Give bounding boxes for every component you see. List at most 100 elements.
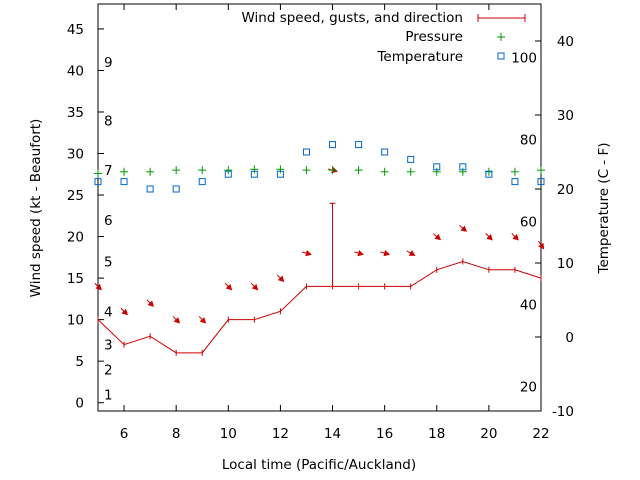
- y-tick-label: 20: [67, 230, 84, 246]
- beaufort-label: 8: [104, 113, 113, 129]
- beaufort-label: 9: [104, 55, 113, 71]
- beaufort-label: 7: [104, 163, 113, 179]
- wind-direction-head: [95, 283, 102, 291]
- x-tick-label: 20: [480, 426, 497, 442]
- y-axis-label-right: Temperature (C - F): [596, 143, 612, 275]
- beaufort-label: 2: [104, 362, 113, 378]
- temperature-point: [355, 141, 363, 149]
- x-tick-label: 22: [532, 426, 549, 442]
- temperature-point: [433, 163, 441, 171]
- pressure-point: [354, 166, 363, 175]
- y-tick-label: 40: [67, 63, 84, 79]
- pressure-point: [198, 166, 207, 175]
- pressure-point: [537, 166, 545, 175]
- wind-direction-arrow: [250, 282, 259, 291]
- y-tick-label: 35: [67, 105, 84, 121]
- wind-direction-arrow: [120, 307, 128, 316]
- wind-direction-arrow: [485, 233, 493, 241]
- wind-direction-arrow: [406, 250, 416, 256]
- wind-direction-head: [460, 225, 468, 232]
- wind-speed-line: [97, 260, 542, 354]
- wind-direction-head: [512, 234, 519, 241]
- wind-direction-arrow: [432, 233, 442, 241]
- marks: [94, 141, 545, 356]
- temperature-point: [329, 141, 337, 149]
- wind-direction-arrow: [354, 249, 364, 257]
- wind-direction-arrow: [301, 249, 312, 257]
- pressure-point: [510, 167, 519, 176]
- temperature-point: [485, 170, 493, 178]
- temperature-point: [276, 170, 284, 178]
- fahrenheit-label: 60: [520, 215, 537, 231]
- pressure-point: [276, 165, 285, 174]
- temp-tick-label: 30: [557, 108, 574, 124]
- x-tick-label: 8: [172, 426, 181, 442]
- y-tick-label: 15: [67, 271, 84, 287]
- y-tick-label: 45: [67, 22, 84, 38]
- legend-label-wind: Wind speed, gusts, and direction: [241, 10, 463, 26]
- pressure-point: [250, 165, 259, 174]
- wind-direction-head: [173, 317, 181, 324]
- wind-direction-head: [121, 308, 128, 316]
- y-tick-label: 10: [67, 313, 84, 329]
- pressure-point: [94, 169, 102, 178]
- temp-tick-label: 10: [557, 256, 574, 272]
- y-tick-label: 25: [67, 188, 84, 204]
- temp-tick-label: -10: [552, 404, 574, 420]
- wind-direction-head: [486, 234, 493, 241]
- pressure-point: [406, 167, 415, 176]
- pressure-point: [146, 167, 155, 176]
- y-tick-label: 0: [75, 396, 84, 412]
- legend: Wind speed, gusts, and direction Pressur…: [241, 10, 526, 65]
- wind-direction-head: [408, 250, 416, 256]
- wind-direction-arrow: [276, 274, 285, 283]
- wind-direction-arrow: [380, 249, 391, 257]
- x-tick-label: 18: [428, 426, 445, 442]
- wind-direction-head: [199, 317, 207, 324]
- pressure-point: [302, 166, 311, 175]
- beaufort-label: 1: [104, 387, 113, 403]
- wind-direction-arrow: [146, 299, 155, 307]
- pressure-point: [120, 167, 129, 176]
- x-tick-label: 6: [120, 426, 129, 442]
- beaufort-label: 3: [104, 338, 113, 354]
- wind-direction-arrow: [459, 224, 468, 232]
- wind-direction-arrow: [538, 240, 545, 250]
- wind-direction-arrow: [198, 316, 207, 324]
- temp-tick-label: 0: [565, 330, 574, 346]
- x-axis-label: Local time (Pacific/Auckland): [222, 457, 416, 473]
- temperature-point: [302, 148, 310, 156]
- wind-direction-head: [383, 249, 391, 257]
- pressure-point: [172, 166, 181, 175]
- temperature-point: [120, 178, 128, 186]
- wind-direction-head: [357, 249, 364, 257]
- wind-direction-arrow: [172, 316, 181, 324]
- pressure-point: [328, 166, 337, 175]
- x-tick-label: 14: [324, 426, 341, 442]
- beaufort-label: 4: [104, 304, 113, 320]
- beaufort-label: 5: [104, 254, 113, 270]
- temperature-point: [172, 185, 180, 193]
- y-axis-label-left: Wind speed (kt - Beaufort): [28, 119, 44, 298]
- temperature-point: [459, 163, 467, 171]
- wind-direction-head: [434, 233, 442, 241]
- fahrenheit-label: 100: [511, 50, 537, 66]
- y-tick-label: 30: [67, 147, 84, 163]
- temperature-point: [198, 178, 206, 186]
- temp-tick-label: 40: [557, 34, 574, 50]
- pressure-point: [458, 167, 467, 176]
- y-tick-label: 5: [75, 354, 84, 370]
- temperature-point: [146, 185, 154, 193]
- x-tick-label: 10: [220, 426, 237, 442]
- wind-direction-arrow: [224, 282, 233, 291]
- axes: 6 8 10 12 14 16 18 20 22051015202530354045-10010…: [67, 4, 574, 442]
- legend-pressure-marker: [497, 33, 505, 41]
- legend-temperature-marker: [497, 52, 505, 60]
- fahrenheit-label: 20: [520, 380, 537, 396]
- beaufort-label: 6: [104, 213, 113, 229]
- pressure-point: [432, 167, 441, 176]
- temperature-point: [407, 155, 415, 163]
- wind-direction-arrow: [94, 282, 102, 291]
- temperature-point: [94, 178, 102, 186]
